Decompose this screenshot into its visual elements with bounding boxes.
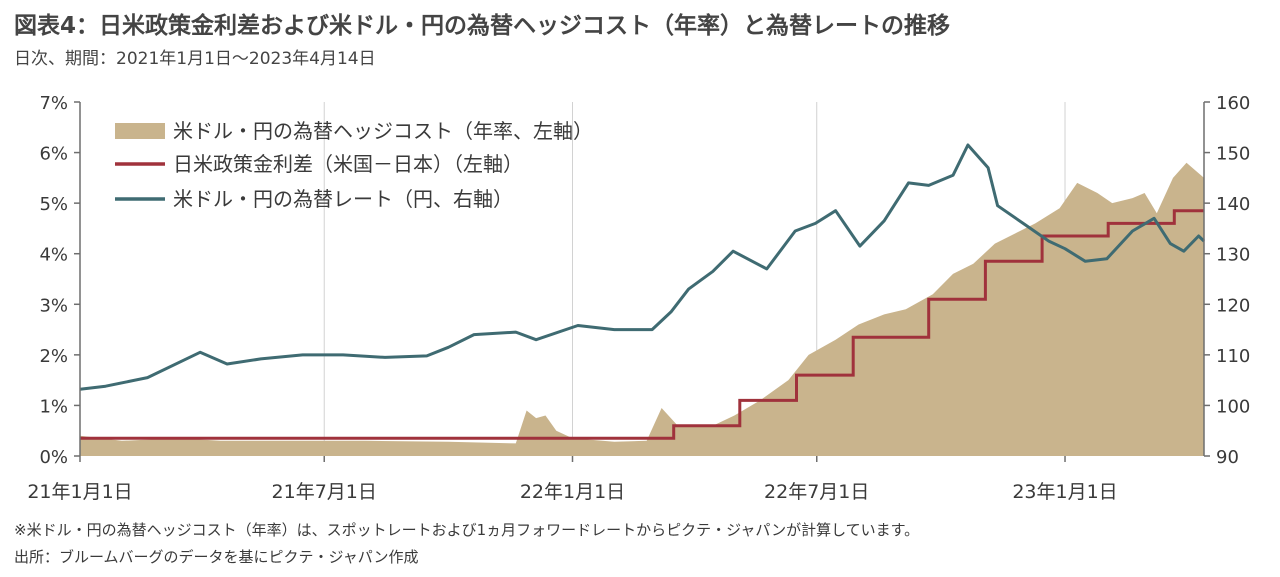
- right-tick-label: 140: [1216, 194, 1250, 215]
- x-tick-label: 22年7月1日: [764, 481, 869, 503]
- axes: [74, 101, 1210, 462]
- chart-title: 図表4：日米政策金利差および米ドル・円の為替ヘッジコスト（年率）と為替レートの推…: [14, 13, 951, 39]
- left-tick-label: 1%: [39, 396, 68, 417]
- x-axis-ticks: 21年1月1日 21年7月1日 22年1月1日 22年7月1日 23年1月1日: [27, 481, 1117, 503]
- legend-label: 米ドル・円の為替ヘッジコスト（年率、左軸）: [173, 119, 593, 143]
- footnote: ※米ドル・円の為替ヘッジコスト（年率）は、スポットレートおよび1ヵ月フォワードレ…: [14, 521, 920, 539]
- fx-rate-layer: [79, 143, 1206, 391]
- right-tick-label: 110: [1216, 346, 1250, 367]
- fx-rate-line: [79, 143, 1206, 391]
- hedge-cost-area: [80, 162, 1204, 456]
- right-tick-label: 150: [1216, 144, 1250, 165]
- right-tick-label: 120: [1216, 295, 1250, 316]
- left-tick-label: 2%: [39, 346, 68, 367]
- x-tick-label: 23年1月1日: [1012, 481, 1117, 503]
- left-tick-label: 3%: [39, 295, 68, 316]
- right-tick-label: 100: [1216, 396, 1250, 417]
- left-axis-ticks: 0% 1% 2% 3% 4% 5% 6% 7%: [39, 93, 68, 468]
- x-tick-label: 22年1月1日: [520, 481, 625, 503]
- right-tick-label: 90: [1216, 447, 1239, 468]
- right-tick-label: 130: [1216, 245, 1250, 266]
- policy-spread-layer: [80, 209, 1204, 440]
- left-tick-label: 0%: [39, 447, 68, 468]
- left-tick-label: 4%: [39, 245, 68, 266]
- x-tick-label: 21年1月1日: [27, 481, 132, 503]
- hedge-cost-area-layer: [80, 162, 1204, 456]
- chart-subtitle: 日次、期間：2021年1月1日～2023年4月14日: [14, 49, 376, 69]
- legend-label: 日米政策金利差（米国－日本）（左軸）: [173, 152, 523, 176]
- right-tick-label: 160: [1216, 93, 1250, 114]
- left-tick-label: 6%: [39, 144, 68, 165]
- legend: 米ドル・円の為替ヘッジコスト（年率、左軸） 日米政策金利差（米国－日本）（左軸） 米…: [115, 119, 593, 211]
- left-tick-label: 7%: [39, 93, 68, 114]
- legend-label: 米ドル・円の為替レート（円、右軸）: [173, 187, 513, 211]
- x-tick-label: 21年7月1日: [272, 481, 377, 503]
- right-axis-ticks: 90 100 110 120 130 140 150 160: [1216, 93, 1250, 468]
- legend-swatch-hedge-cost: [115, 123, 165, 139]
- policy-spread-line: [80, 209, 1204, 440]
- left-tick-label: 5%: [39, 194, 68, 215]
- source-note: 出所：ブルームバーグのデータを基にピクテ・ジャパン作成: [14, 548, 419, 566]
